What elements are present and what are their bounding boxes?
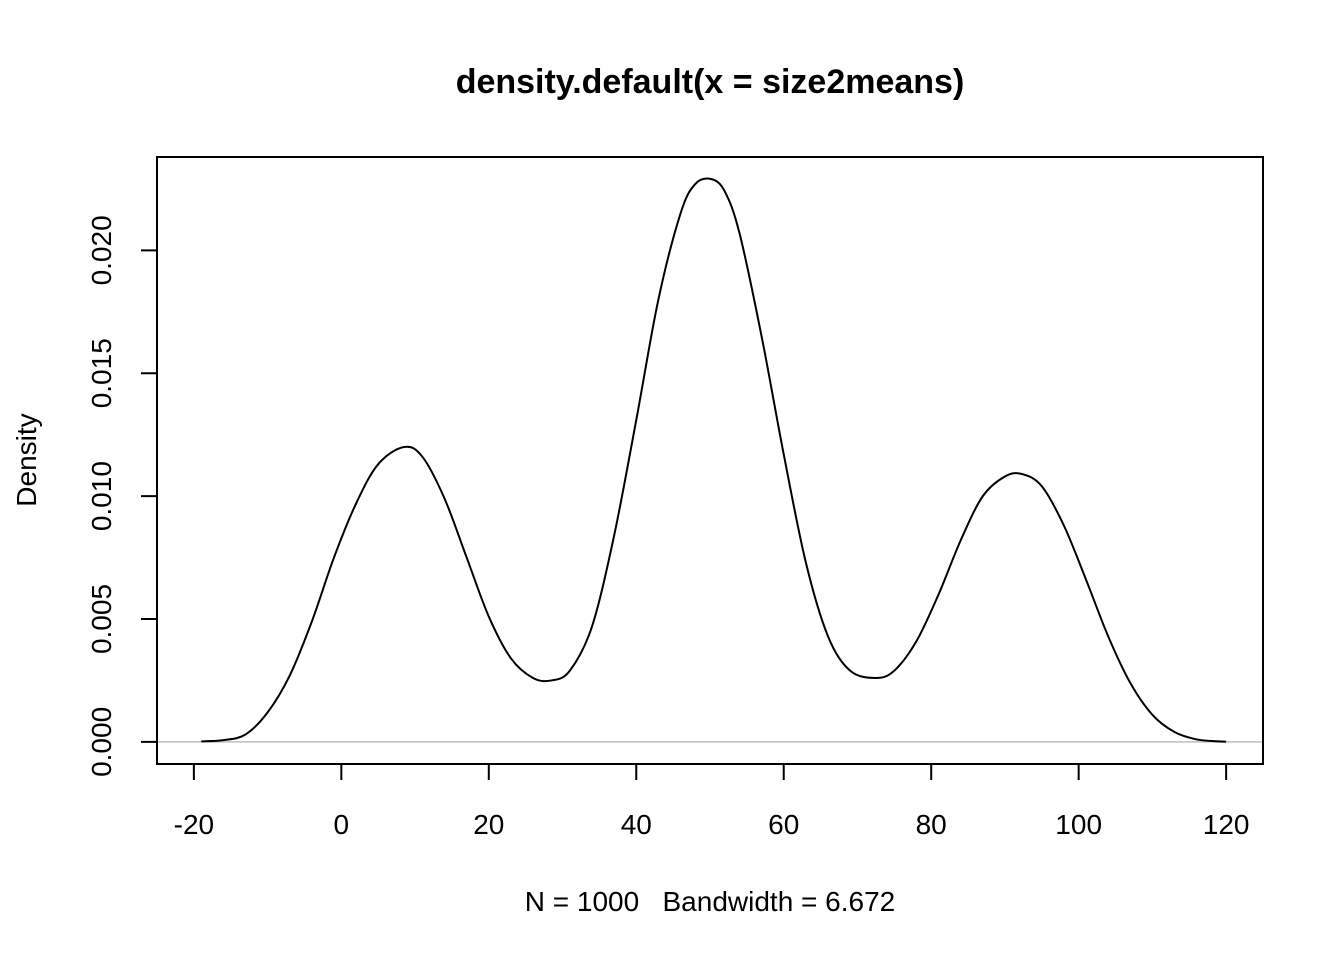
x-tick-label: 120	[1203, 809, 1250, 840]
x-tick-label: 60	[768, 809, 799, 840]
y-tick-label: 0.015	[86, 338, 117, 408]
y-axis-label: Density	[11, 413, 42, 506]
y-tick-label: 0.005	[86, 584, 117, 654]
chart-title: density.default(x = size2means)	[456, 63, 965, 101]
x-tick-label: 0	[334, 809, 350, 840]
density-line-0	[201, 177, 1227, 743]
x-axis: -20 0 20 40 60 80 100 120	[174, 763, 1250, 840]
y-tick-label: 0.000	[86, 707, 117, 777]
y-tick-label: 0.010	[86, 461, 117, 531]
series-layer	[201, 177, 1227, 743]
x-tick-label: -20	[174, 809, 214, 840]
x-tick-label: 40	[621, 809, 652, 840]
x-tick-label: 20	[473, 809, 504, 840]
plot-frame	[156, 156, 1264, 765]
x-axis-label: N = 1000 Bandwidth = 6.672	[525, 886, 896, 917]
y-tick-label: 0.020	[86, 215, 117, 285]
y-axis: 0.000 0.005 0.010 0.015 0.020	[86, 215, 158, 777]
x-tick-label: 80	[916, 809, 947, 840]
x-tick-label: 100	[1055, 809, 1102, 840]
